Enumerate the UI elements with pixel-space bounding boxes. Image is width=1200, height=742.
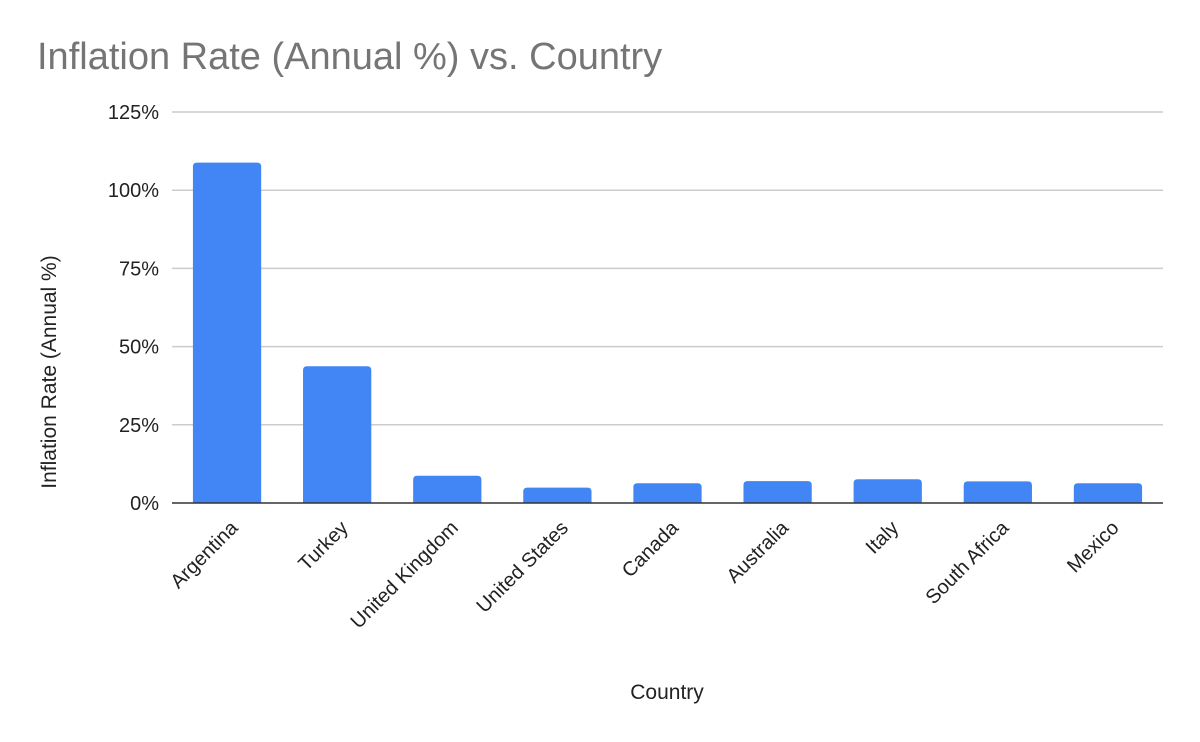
bar	[523, 487, 592, 503]
x-axis-title: Country	[630, 681, 704, 704]
y-tick-label: 75%	[119, 258, 159, 280]
y-tick-label: 25%	[119, 415, 159, 437]
x-tick-label: Mexico	[1063, 517, 1123, 577]
y-tick-label: 0%	[130, 493, 159, 515]
bar	[963, 481, 1032, 503]
y-tick-label: 125%	[108, 102, 159, 124]
bar	[1073, 483, 1143, 503]
y-axis-title: Inflation Rate (Annual %)	[38, 255, 61, 488]
y-tick-label: 50%	[119, 337, 159, 359]
x-tick-label: Turkey	[294, 517, 352, 575]
gridlines	[172, 111, 1163, 426]
x-tick-label: Argentina	[166, 516, 243, 593]
y-tick-label: 100%	[108, 180, 159, 202]
bar	[192, 162, 262, 504]
bar	[303, 366, 372, 503]
bar	[633, 483, 702, 503]
x-tick-label: Australia	[723, 516, 794, 587]
chart-title: Inflation Rate (Annual %) vs. Country	[37, 36, 662, 78]
x-tick-label: United Kingdom	[347, 517, 463, 633]
bar	[853, 479, 922, 503]
bar	[743, 481, 812, 503]
x-tick-label: South Africa	[922, 516, 1014, 608]
bar	[413, 475, 482, 503]
bars	[192, 162, 1143, 504]
x-tick-label: Canada	[618, 516, 684, 582]
x-tick-label: United States	[472, 517, 572, 617]
x-tick-label: Italy	[862, 517, 903, 558]
y-axis-ticks: 0% 25% 50% 75% 100% 125%	[108, 102, 159, 515]
